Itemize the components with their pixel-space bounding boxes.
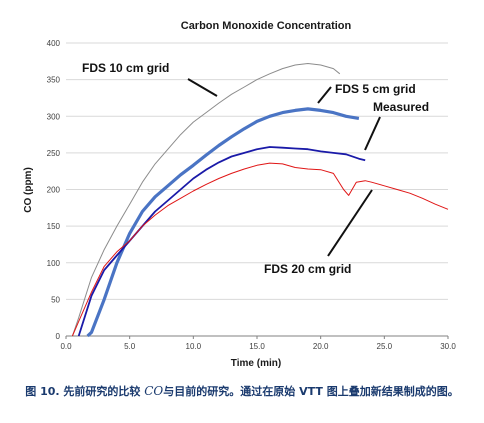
label-pointer bbox=[364, 116, 381, 151]
series-line-fds-10cm bbox=[71, 63, 341, 337]
y-tick-label: 400 bbox=[47, 39, 61, 48]
chart-title: Carbon Monoxide Concentration bbox=[181, 20, 352, 32]
caption-suffix: 与目前的研究。通过在原始 VTT 图上叠加新结果制成的图。 bbox=[163, 385, 459, 398]
y-tick-label: 0 bbox=[56, 332, 61, 341]
annotation-labels: FDS 10 cm grid FDS 5 cm grid Measured FDS 2… bbox=[82, 61, 429, 276]
y-tick-label: 150 bbox=[47, 222, 61, 231]
label-fds-20cm: FDS 20 cm grid bbox=[264, 262, 351, 276]
axes: 0 50 100 150 200 250 300 350 400 0.0 5.0 10.0 15.0 20… bbox=[47, 39, 457, 351]
y-tick-label: 100 bbox=[47, 259, 61, 268]
label-fds-10cm: FDS 10 cm grid bbox=[82, 61, 169, 75]
series-line-fds-5cm bbox=[86, 107, 360, 338]
y-tick-label: 200 bbox=[47, 186, 61, 195]
x-tick-label: 0.0 bbox=[60, 342, 72, 351]
x-tick-label: 30.0 bbox=[440, 342, 456, 351]
caption-co: CO bbox=[144, 384, 164, 398]
series-line-fds-20cm bbox=[71, 162, 449, 337]
x-tick-label: 10.0 bbox=[186, 342, 202, 351]
y-axis-label: CO (ppm) bbox=[23, 167, 34, 213]
co-chart: Carbon Monoxide Concentration 0 50 100 150 2… bbox=[23, 20, 457, 369]
label-measured: Measured bbox=[373, 100, 429, 114]
label-fds-5cm: FDS 5 cm grid bbox=[335, 82, 416, 96]
x-axis-label: Time (min) bbox=[231, 358, 281, 369]
y-tick-label: 250 bbox=[47, 149, 61, 158]
x-tick-label: 20.0 bbox=[313, 342, 329, 351]
x-tick-label: 25.0 bbox=[377, 342, 393, 351]
series-line-measured bbox=[77, 146, 366, 337]
series-lines bbox=[71, 63, 449, 338]
x-tick-label: 15.0 bbox=[249, 342, 265, 351]
y-tick-label: 50 bbox=[51, 295, 60, 304]
x-tick-label: 5.0 bbox=[124, 342, 136, 351]
caption-prefix: 图 10. 先前研究的比较 bbox=[25, 385, 145, 398]
figure-caption: 图 10. 先前研究的比较 CO与目前的研究。通过在原始 VTT 图上叠加新结果… bbox=[12, 384, 472, 399]
y-tick-label: 350 bbox=[47, 76, 61, 85]
y-tick-label: 300 bbox=[47, 112, 61, 121]
label-pointer bbox=[187, 78, 218, 97]
label-pointer bbox=[317, 86, 332, 104]
label-pointer bbox=[327, 189, 373, 257]
gridlines bbox=[66, 42, 448, 300]
